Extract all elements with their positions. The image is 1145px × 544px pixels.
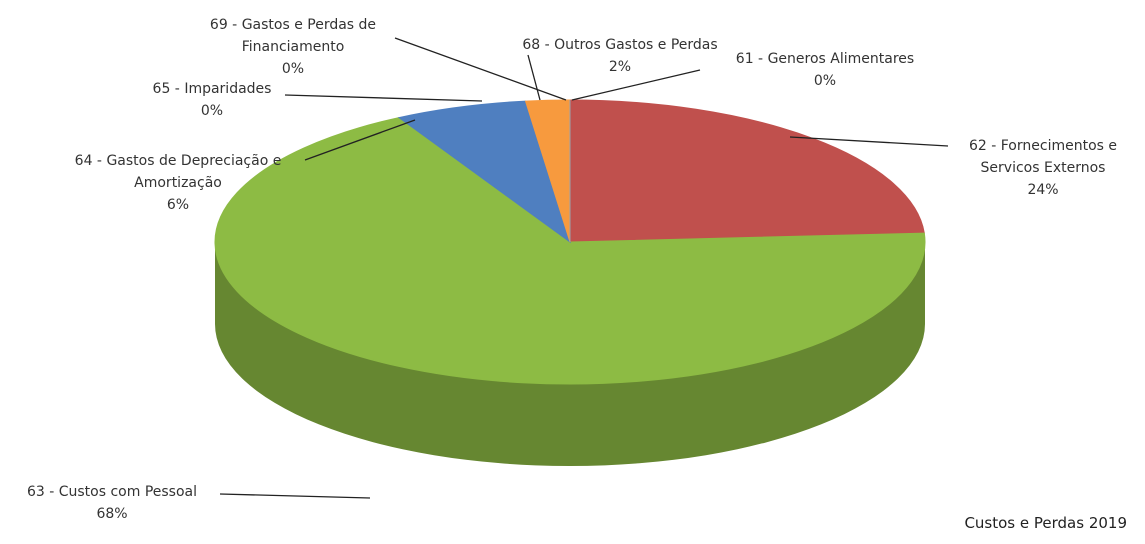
leader-line — [219, 493, 371, 499]
data-label: 68 - Outros Gastos e Perdas 2% — [500, 34, 740, 78]
value-label: 0% — [281, 61, 305, 77]
slice — [214, 117, 926, 385]
value-label: 0% — [813, 73, 837, 89]
category-label: 69 - Gastos e Perdas de Financiamento — [209, 17, 377, 55]
leader-line — [789, 136, 949, 147]
slice — [569, 99, 925, 243]
data-label: 69 - Gastos e Perdas de Financiamento 0% — [183, 14, 403, 80]
category-label: 68 - Outros Gastos e Perdas — [522, 37, 718, 53]
data-label: 64 - Gastos de Depreciação e Amortização… — [43, 150, 313, 216]
category-label: 65 - Imparidades — [152, 81, 272, 97]
data-label: 63 - Custos com Pessoal 68% — [2, 481, 222, 525]
category-label: 64 - Gastos de Depreciação e Amortização — [74, 153, 282, 191]
slice-side — [215, 242, 925, 466]
value-label: 0% — [200, 103, 224, 119]
value-label: 68% — [96, 506, 128, 522]
category-label: 63 - Custos com Pessoal — [26, 484, 198, 500]
category-label: 61 - Generos Alimentares — [735, 51, 915, 67]
data-label: 62 - Fornecimentos e Servicos Externos 24… — [953, 135, 1133, 201]
category-label: 62 - Fornecimentos e Servicos Externos — [968, 138, 1117, 176]
data-label: 61 - Generos Alimentares 0% — [695, 48, 955, 92]
value-label: 2% — [608, 59, 632, 75]
chart-title: Custos e Perdas 2019 — [964, 514, 1127, 532]
leader-line — [304, 119, 416, 161]
leader-line — [284, 94, 483, 102]
leader-lines — [219, 37, 949, 499]
leader-line — [394, 37, 567, 101]
leader-line — [571, 69, 701, 101]
data-label: 65 - Imparidades 0% — [132, 78, 292, 122]
value-label: 6% — [166, 197, 190, 213]
slice — [397, 100, 571, 244]
value-label: 24% — [1027, 182, 1059, 198]
leader-line — [527, 54, 541, 101]
